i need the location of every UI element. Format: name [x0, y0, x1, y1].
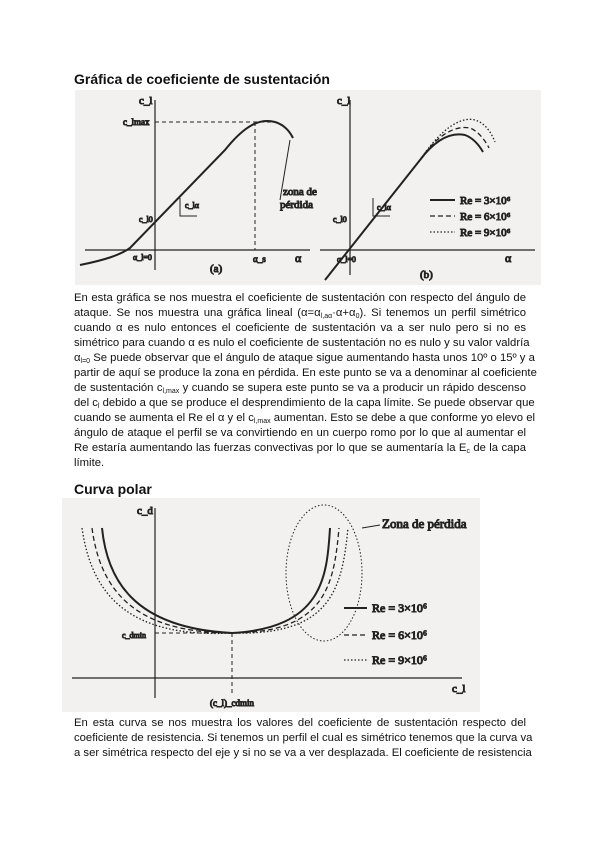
text-line: coeficiente de resistencia. Si tenemos u… [74, 731, 532, 746]
text-segment: aumentan. Esto se debe a que conforme yo… [270, 412, 535, 424]
caption-a: (a) [210, 263, 223, 275]
lift-coefficient-figure: c_l c_lmax zona de pérdida c_lα c_l0 α_l… [75, 90, 541, 285]
text-line: de sustentación cl,max y cuando se super… [74, 381, 526, 396]
intercept-label-b: c_l0 [333, 215, 347, 224]
text-segment: límite. [74, 457, 105, 469]
text-line: del cl debido a que se produce el despre… [74, 396, 535, 411]
subscript: l=0 [80, 358, 91, 365]
text-segment: simétrico para cuando α es nulo el coefi… [74, 337, 530, 349]
legend-re-3: Re = 3×10⁶ [460, 195, 511, 207]
intercept-label: c_l0 [139, 215, 153, 224]
alpha-zero-label-b: α_l=0 [337, 255, 356, 264]
text-line: partir de aquí se produce la zona en pér… [74, 366, 537, 381]
text-segment: α [74, 352, 81, 364]
zone-label-2: pérdida [280, 199, 313, 211]
caption-b: (b) [420, 269, 433, 281]
text-line: Re estaría aumentando las fuerzas convec… [74, 441, 526, 456]
legend-re-3: Re = 3×10⁶ [372, 601, 427, 615]
axis-label-cl: c_l [452, 683, 465, 695]
axis-label-alpha: α [295, 251, 302, 265]
paragraph-1: En esta gráfica se nos muestra el coefic… [74, 291, 537, 471]
text-line: cuando se aumenta el Re el α y el cl,max… [74, 411, 535, 426]
legend-re-6: Re = 6×10⁶ [372, 628, 427, 642]
subscript: c [466, 448, 470, 455]
text-segment: cuando α es nulo entonces el coeficiente… [74, 322, 526, 334]
text-segment: partir de aquí se produce la zona en pér… [74, 367, 537, 379]
alpha-zero-label: α_l=0 [133, 253, 152, 262]
text-segment: En esta curva se nos muestra los valores… [74, 717, 526, 729]
alpha-s-label: α_s [253, 254, 266, 264]
cdmin-label: c_dmin [122, 631, 146, 640]
text-segment: ángulo de ataque el perfil se va convirt… [74, 427, 526, 439]
text-line: cuando α es nulo entonces el coeficiente… [74, 321, 526, 336]
zone-label-1: zona de [283, 186, 317, 198]
text-segment: debido a que se produce el desprendimien… [99, 397, 535, 409]
text-line: ángulo de ataque el perfil se va convirt… [74, 426, 526, 441]
text-segment: ). Si tenemos un perfil simétrico [359, 307, 526, 319]
legend-re-9: Re = 9×10⁶ [460, 227, 511, 239]
axis-label-cl-b: c_l [337, 95, 350, 107]
text-segment: ·α+α [332, 307, 356, 319]
axis-label-alpha-b: α [505, 251, 512, 265]
clmax-label: c_lmax [123, 117, 150, 127]
legend-re-9: Re = 9×10⁶ [372, 653, 427, 667]
text-line: simétrico para cuando α es nulo el coefi… [74, 336, 530, 351]
subscript: l,aα [320, 313, 333, 320]
text-line: ataque. Se nos muestra una gráfica linea… [74, 306, 526, 321]
cl-cdmin-label: (c_l)_cdmin [210, 698, 254, 708]
slope-label: c_lα [185, 201, 200, 210]
zone-label: Zona de pérdida [382, 516, 467, 531]
legend-re-6: Re = 6×10⁶ [460, 211, 511, 223]
polar-curve-figure: Re = 3×10⁶ Re = 6×10⁶ Re = 9×10⁶ Zona de… [62, 498, 480, 712]
text-line: a ser simétrica respecto del eje y si no… [74, 746, 532, 761]
text-segment: y cuando se supera este punto se va a pr… [179, 382, 526, 394]
text-segment: coeficiente de resistencia. Si tenemos u… [74, 732, 533, 744]
text-segment: de la capa [469, 442, 526, 454]
subscript: l [97, 403, 100, 410]
section-title: Curva polar [74, 481, 152, 497]
axis-label-cl: c_l [139, 95, 152, 107]
text-line: En esta curva se nos muestra los valores… [74, 716, 526, 731]
text-segment: Re estaría aumentando las fuerzas convec… [74, 442, 467, 454]
text-line: αl=0 Se puede observar que el ángulo de … [74, 351, 535, 366]
text-segment: Se puede observar que el ángulo de ataqu… [90, 352, 535, 364]
text-segment: En esta gráfica se nos muestra el coefic… [74, 292, 526, 304]
section-title: Gráfica de coeficiente de sustentación [74, 71, 330, 87]
text-line: límite. [74, 456, 526, 471]
axis-label-cd: c_d [137, 505, 153, 517]
text-segment: a ser simétrica respecto del eje y si no… [74, 747, 532, 759]
paragraph-2: En esta curva se nos muestra los valores… [74, 716, 532, 761]
text-segment: ataque. Se nos muestra una gráfica linea… [74, 307, 321, 319]
text-segment: cuando se aumenta el Re el α y el c [74, 412, 254, 424]
text-segment: de sustentación c [74, 382, 163, 394]
slope-label-b: c_lα [377, 203, 392, 212]
subscript: 0 [355, 313, 360, 320]
subscript: l,max [162, 388, 180, 395]
text-segment: del c [74, 397, 98, 409]
subscript: l,max [253, 418, 271, 425]
text-line: En esta gráfica se nos muestra el coefic… [74, 291, 526, 306]
